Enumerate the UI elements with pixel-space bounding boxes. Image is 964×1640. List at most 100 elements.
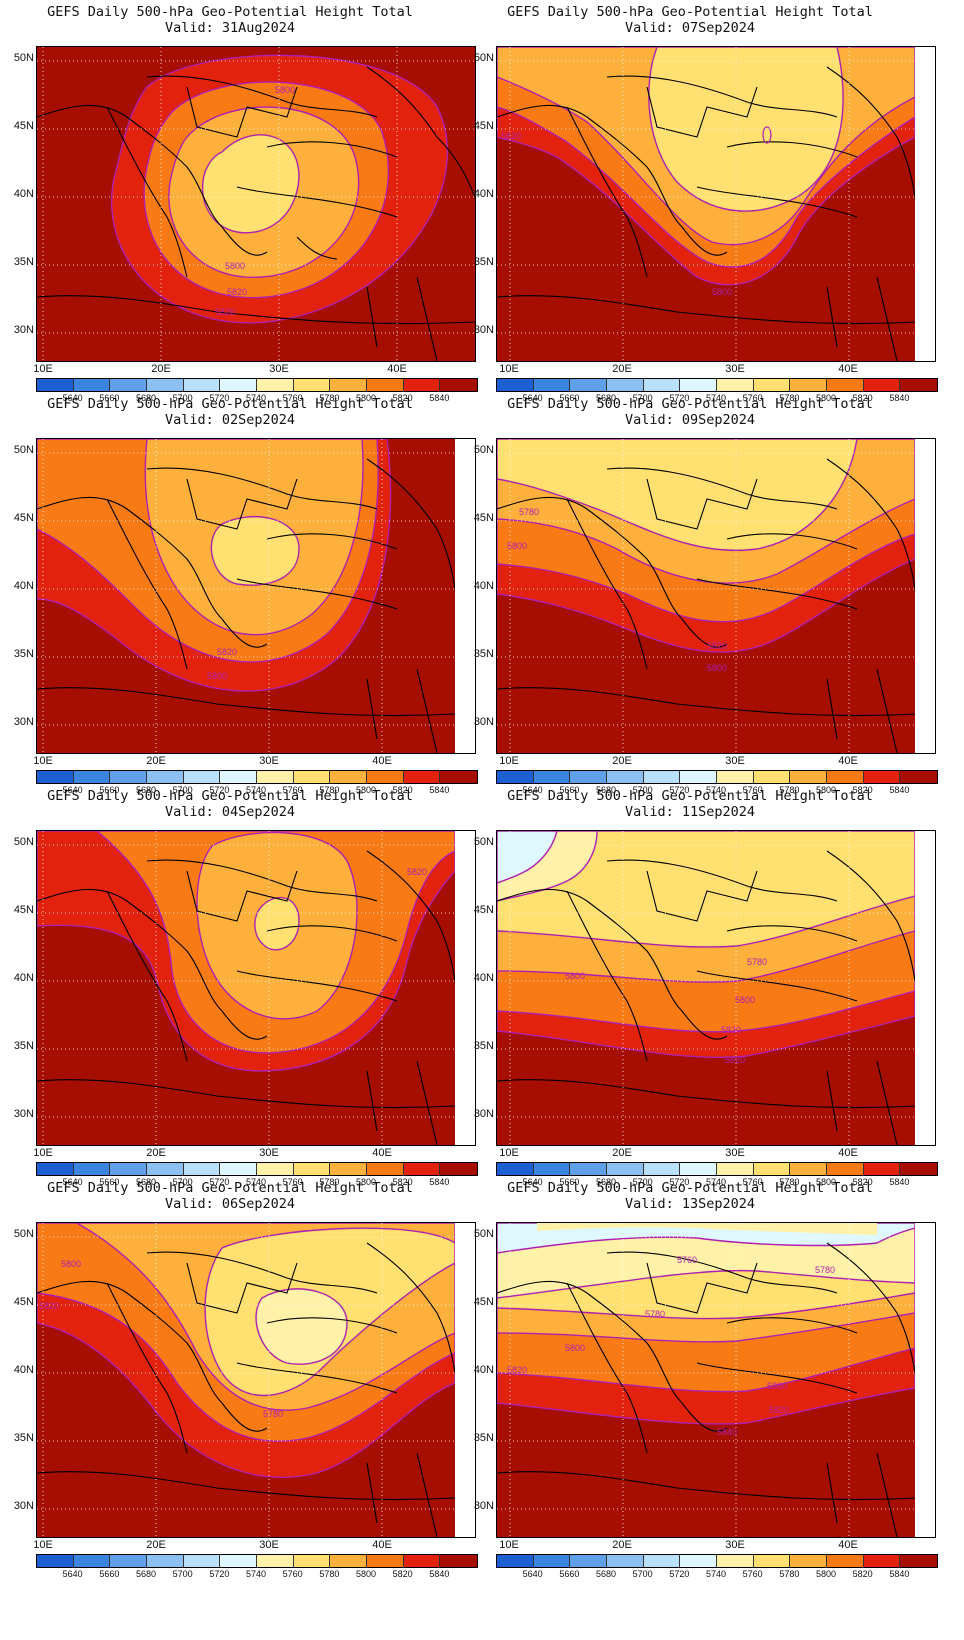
colorbar-swatch (863, 1163, 901, 1175)
lat-label: 35N (473, 648, 494, 660)
lon-label: 30E (725, 1539, 745, 1551)
colorbar-label: 5760 (282, 393, 303, 403)
colorbar (496, 378, 938, 392)
colorbar-swatch (900, 771, 937, 783)
colorbar (36, 378, 478, 392)
colorbar-label: 5680 (595, 1569, 617, 1579)
lat-label: 40N (13, 972, 34, 984)
colorbar-swatch (220, 771, 257, 783)
colorbar-swatch (716, 379, 754, 391)
map-area: 5820 5800 (496, 46, 936, 362)
contour-label: 5820 (721, 1025, 741, 1035)
colorbar-label: 5640 (522, 785, 543, 795)
colorbar-label: 5740 (705, 393, 727, 403)
map-area: 5800 5800 5820 5820 (36, 46, 476, 362)
lat-label: 45N (13, 904, 34, 916)
colorbar-swatch (403, 1555, 441, 1567)
colorbar-label: 5780 (319, 1569, 340, 1579)
lon-label: 10E (33, 755, 53, 767)
colorbar-label: 5760 (742, 1177, 763, 1187)
colorbar-label: 5680 (135, 1569, 157, 1579)
lon-label: 40E (372, 1147, 392, 1159)
colorbar-label: 5740 (245, 1177, 267, 1187)
lat-label: 50N (13, 444, 34, 456)
lat-label: 45N (473, 904, 494, 916)
colorbar-label: 5840 (429, 1177, 450, 1187)
colorbar-label: 5740 (245, 393, 267, 403)
lon-label: 10E (33, 363, 53, 375)
colorbar-label: 5820 (852, 1177, 873, 1187)
colorbar-swatch (256, 771, 294, 783)
colorbar-label: 5800 (815, 393, 837, 403)
colorbar-label: 5680 (595, 785, 617, 795)
map-panel-11sep: GEFS Daily 500-hPa Geo-Potential Height … (460, 784, 938, 1194)
lat-label: 30N (13, 1500, 34, 1512)
coastlines (497, 458, 915, 753)
contour-label: 5800 (61, 1259, 81, 1269)
map-panel-31aug: GEFS Daily 500-hPa Geo-Potential Height … (0, 0, 478, 410)
colorbar-label: 5740 (245, 1569, 267, 1579)
colorbar-swatch (366, 1163, 404, 1175)
lat-label: 40N (473, 580, 494, 592)
lon-label: 40E (372, 1539, 392, 1551)
contour-label: 5800 (207, 671, 227, 681)
lon-label: 30E (259, 755, 279, 767)
lon-label: 10E (499, 1539, 519, 1551)
coastlines (497, 1242, 915, 1537)
panel-title: GEFS Daily 500-hPa Geo-Potential Height … (507, 4, 873, 20)
colorbar-swatch (73, 1163, 111, 1175)
colorbar-swatch (440, 1163, 477, 1175)
panel-title: GEFS Daily 500-hPa Geo-Potential Height … (47, 4, 413, 20)
colorbar-label: 5660 (99, 785, 120, 795)
colorbar-swatch (440, 1555, 477, 1567)
lat-label: 35N (473, 256, 494, 268)
colorbar-swatch (256, 1555, 294, 1567)
graticule (37, 831, 455, 1145)
colorbar-swatch (570, 1163, 607, 1175)
colorbar-swatch (37, 379, 74, 391)
contour-label: 5820 (39, 1301, 59, 1311)
coastlines (497, 66, 915, 361)
panel-valid-date: Valid: 06Sep2024 (164, 1196, 296, 1212)
colorbar-swatch (293, 771, 331, 783)
map-area: 5760 5780 5780 5800 5800 5820 5820 5840 (496, 1222, 936, 1538)
colorbar-label: 5680 (135, 393, 157, 403)
map-area: 5780 5800 5800 5820 5820 (496, 830, 936, 1146)
lat-label: 50N (473, 444, 494, 456)
colorbar-swatch (606, 379, 644, 391)
lat-label: 35N (13, 256, 34, 268)
colorbar-swatch (110, 1163, 147, 1175)
colorbar-label: 5740 (705, 1569, 727, 1579)
colorbar-label: 5680 (135, 785, 157, 795)
lat-label: 45N (13, 1296, 34, 1308)
colorbar-label: 5700 (172, 1569, 193, 1579)
colorbar-label: 5760 (282, 785, 303, 795)
colorbar-label: 5720 (669, 1569, 690, 1579)
colorbar-swatch (183, 1555, 221, 1567)
colorbar-label: 5740 (705, 1177, 727, 1187)
colorbar-label: 5640 (62, 1569, 83, 1579)
lat-label: 40N (473, 188, 494, 200)
colorbar-swatch (37, 1555, 74, 1567)
lat-label: 40N (13, 580, 34, 592)
lat-label: 30N (473, 716, 494, 728)
colorbar-label: 5760 (742, 1569, 763, 1579)
colorbar-label: 5660 (559, 393, 580, 403)
colorbar-swatch (680, 1163, 717, 1175)
coastlines (497, 850, 915, 1145)
coastlines (37, 66, 475, 361)
colorbar-swatch (680, 379, 717, 391)
lon-label: 10E (33, 1539, 53, 1551)
lat-label: 50N (473, 52, 494, 64)
contour-label: 5800 (707, 663, 727, 673)
colorbar-label: 5660 (559, 1177, 580, 1187)
colorbar-swatch (440, 771, 477, 783)
colorbar-label: 5640 (62, 785, 83, 795)
colorbar-label: 5680 (135, 1177, 157, 1187)
colorbar-label: 5840 (889, 785, 910, 795)
lat-label: 30N (13, 324, 34, 336)
colorbar-label: 5760 (742, 785, 763, 795)
map-panel-09sep: GEFS Daily 500-hPa Geo-Potential Height … (460, 392, 938, 802)
colorbar-label: 5760 (742, 393, 763, 403)
colorbar-label: 5800 (355, 1177, 377, 1187)
